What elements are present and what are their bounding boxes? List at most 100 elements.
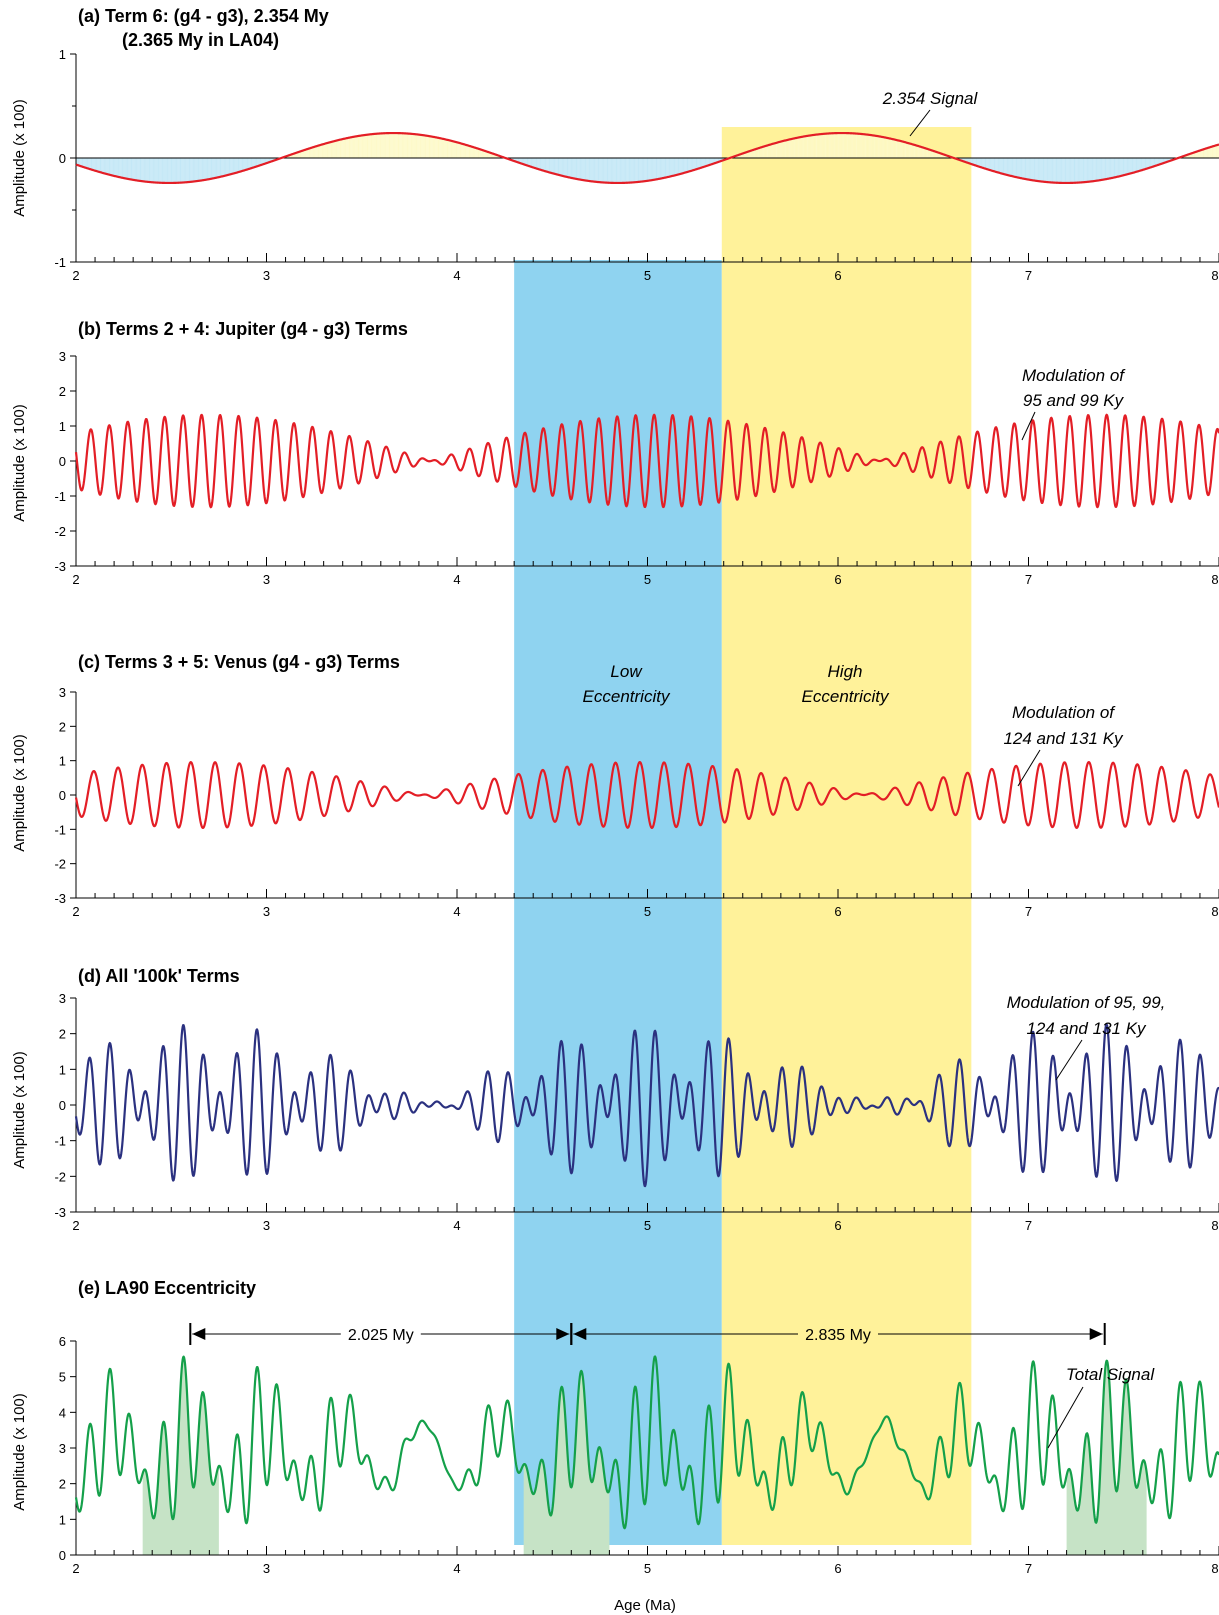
panel-a-fill-segment xyxy=(183,158,185,183)
panel-a-fill-segment xyxy=(987,158,989,170)
panel-a-fill-segment xyxy=(563,158,565,177)
panel-a-fill-segment xyxy=(905,142,907,158)
panel-a-fill-segment xyxy=(395,133,397,158)
panel-a-fill-segment xyxy=(671,158,673,177)
panel-a-fill-segment xyxy=(982,158,984,168)
panel-a-fill-segment xyxy=(160,158,161,183)
panel-a-fill-segment xyxy=(662,158,664,179)
panel-a-fill-segment xyxy=(618,158,620,183)
panel-a-fill-segment xyxy=(231,158,233,174)
panel-a-fill-segment xyxy=(338,139,339,158)
panel-a-fill-segment xyxy=(233,158,235,174)
panel-a-fill-segment xyxy=(1057,158,1059,183)
panel-a-fill-segment xyxy=(1063,158,1064,183)
panel-a-fill-segment xyxy=(819,134,821,158)
panel-a-fill-segment xyxy=(85,158,87,169)
panel-a-fill-segment xyxy=(880,136,882,158)
panel-a-fill-segment xyxy=(922,147,924,158)
panel-a-fill-segment xyxy=(205,158,207,180)
panel-a-fill-segment xyxy=(335,140,337,158)
panel-a-fill-segment xyxy=(1097,158,1099,181)
panel-a-fill-segment xyxy=(760,147,761,158)
panel-a-fill-segment xyxy=(682,158,684,174)
panel-a-fill-segment xyxy=(212,158,214,179)
panel-a-fill-segment xyxy=(679,158,681,175)
panel-a-fill-segment xyxy=(1071,158,1073,183)
x-tick-label: 8 xyxy=(1211,1218,1218,1233)
panel-a-fill-segment xyxy=(756,148,757,158)
panel-a-fill-segment xyxy=(138,158,140,181)
panel-a-fill-segment xyxy=(986,158,988,170)
panel-a-fill-segment xyxy=(994,158,996,172)
panel-a-fill-segment xyxy=(827,133,828,158)
panel-a-fill-segment xyxy=(675,158,677,176)
panel-a-fill-segment xyxy=(472,146,474,158)
panel-a-fill-segment xyxy=(1141,158,1143,171)
panel-a-fill-segment xyxy=(469,145,471,158)
panel-a-fill-segment xyxy=(1066,158,1068,183)
panel-a-fill-segment xyxy=(401,133,403,158)
panel-a-fill-segment xyxy=(1074,158,1076,183)
panel-a-fill-segment xyxy=(1095,158,1097,181)
panel-a-fill-segment xyxy=(691,158,693,171)
panel-a-fill-segment xyxy=(872,135,873,158)
panel-a-fill-segment xyxy=(1147,158,1149,169)
panel-a-fill-segment xyxy=(1194,152,1196,158)
panel-a-fill-segment xyxy=(842,133,844,158)
panel-a-fill-segment xyxy=(909,143,911,158)
panel-a-fill-segment xyxy=(1017,158,1019,178)
panel-a-fill-segment xyxy=(105,158,107,174)
panel-a-fill-segment xyxy=(542,158,544,171)
panel-c-series-line xyxy=(74,760,1219,829)
panel-a-fill-segment xyxy=(407,133,409,158)
panel-a-fill-segment xyxy=(636,158,637,183)
x-tick-label: 2 xyxy=(72,904,79,919)
panel-a-fill-segment xyxy=(1083,158,1085,183)
panel-a-fill-segment xyxy=(169,158,171,183)
panel-a-fill-segment xyxy=(428,136,430,158)
panel-a-fill-segment xyxy=(1122,158,1124,176)
panel-a-fill-segment xyxy=(236,158,237,173)
panel-a-fill-segment xyxy=(416,134,418,158)
y-tick-label: 5 xyxy=(59,1370,66,1385)
panel-a-fill-segment xyxy=(845,133,847,158)
panel-a-fill-segment xyxy=(975,158,977,166)
panel-a-fill-segment xyxy=(1131,158,1133,174)
high-eccentricity-label-line1: High xyxy=(828,662,863,681)
panel-a-fill-segment xyxy=(93,158,94,171)
panel-a-fill-segment xyxy=(189,158,191,182)
panel-a-fill-segment xyxy=(698,158,700,169)
panel-a-fill-segment xyxy=(670,158,672,177)
panel-a-fill-segment xyxy=(612,158,614,183)
panel-a-fill-segment xyxy=(981,158,983,168)
panel-a-fill-segment xyxy=(121,158,123,178)
panel-a-fill-segment xyxy=(934,151,935,158)
panel-a-fill-segment xyxy=(585,158,587,181)
panel-a-fill-segment xyxy=(640,158,642,182)
panel-a-fill-segment xyxy=(1114,158,1116,178)
panel-a-fill-segment xyxy=(1133,158,1135,173)
panel-a-fill-segment xyxy=(139,158,141,181)
panel-a-fill-segment xyxy=(80,158,81,167)
panel-a-fill-segment xyxy=(301,150,303,158)
panel-a-fill-segment xyxy=(851,133,853,158)
panel-a-fill-segment xyxy=(206,158,208,180)
panel-a-fill-segment xyxy=(934,151,936,158)
panel-a-fill-segment xyxy=(320,144,322,158)
panel-a-fill-segment xyxy=(450,140,452,158)
panel-a-fill-segment xyxy=(901,141,903,158)
panel-a-fill-segment xyxy=(1062,158,1064,183)
panel-a-fill-segment xyxy=(1079,158,1081,183)
panel-a-fill-segment xyxy=(343,138,345,158)
panel-a-fill-segment xyxy=(258,158,260,166)
panel-a-fill-segment xyxy=(1113,158,1115,178)
panel-a-fill-segment xyxy=(520,158,522,164)
panel-a-fill-segment xyxy=(84,158,86,168)
panel-a-fill-segment xyxy=(219,158,221,177)
panel-a-fill-segment xyxy=(113,158,115,176)
panel-a-fill-segment xyxy=(1048,158,1050,183)
panel-a-fill-segment xyxy=(202,158,204,181)
panel-a-fill-segment xyxy=(258,158,259,166)
panel-a-fill-segment xyxy=(1087,158,1089,182)
panel-a-fill-segment xyxy=(864,134,866,158)
